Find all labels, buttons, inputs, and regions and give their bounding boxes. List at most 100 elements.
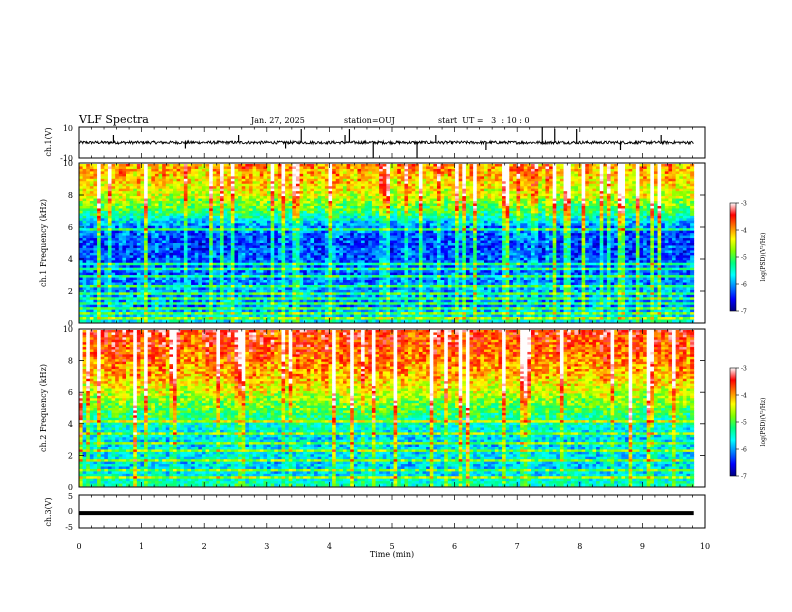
spec1-cell bbox=[220, 201, 224, 204]
spec1-cell bbox=[133, 290, 137, 293]
spec1-cell bbox=[329, 260, 333, 263]
spec1-cell bbox=[332, 189, 336, 192]
spec1-cell bbox=[140, 270, 144, 273]
spec1-cell bbox=[256, 208, 260, 211]
spec1-cell bbox=[187, 248, 191, 251]
spec1-cell bbox=[245, 171, 249, 174]
spec1-cell bbox=[133, 216, 137, 219]
spec1-cell bbox=[303, 320, 307, 323]
spec1-cell bbox=[104, 186, 108, 189]
spec1-cell bbox=[292, 171, 296, 174]
spec1-cell bbox=[206, 184, 210, 187]
spec1-cell bbox=[303, 211, 307, 214]
spec1-cell bbox=[303, 302, 307, 305]
spec1-cell bbox=[184, 241, 188, 244]
spec1-cell bbox=[339, 189, 343, 192]
spec1-cell bbox=[267, 302, 271, 305]
spec1-cell bbox=[151, 302, 155, 305]
spec1-cell bbox=[256, 317, 260, 320]
spec1-cell bbox=[97, 181, 101, 184]
spec1-cell bbox=[278, 307, 282, 310]
spec1-cell bbox=[216, 236, 220, 239]
spec1-cell bbox=[79, 204, 83, 207]
spec1-cell bbox=[187, 194, 191, 197]
spec1-cell bbox=[227, 194, 231, 197]
spec1-cell bbox=[260, 243, 264, 246]
spec1-cell bbox=[245, 317, 249, 320]
spec1-cell bbox=[173, 283, 177, 286]
spec1-cell bbox=[108, 263, 112, 266]
spec1-cell bbox=[115, 236, 119, 239]
spec1-cell bbox=[213, 171, 217, 174]
spec1-cell bbox=[314, 297, 318, 300]
spec1-cell bbox=[130, 218, 134, 221]
spec1-cell bbox=[314, 255, 318, 258]
spec1-cell bbox=[202, 268, 206, 271]
spec1-cell bbox=[122, 206, 126, 209]
spec1-cell bbox=[271, 241, 275, 244]
spec1-cell bbox=[209, 211, 213, 214]
spec1-cell bbox=[148, 248, 152, 251]
spec1-cell bbox=[180, 248, 184, 251]
spec1-cell bbox=[245, 302, 249, 305]
spec1-cell bbox=[285, 189, 289, 192]
spec1-cell bbox=[263, 268, 267, 271]
spec1-cell bbox=[242, 191, 246, 194]
spec1-cell bbox=[300, 275, 304, 278]
spec1-cell bbox=[115, 191, 119, 194]
spec1-cell bbox=[130, 164, 134, 167]
spec1-cell bbox=[267, 233, 271, 236]
spec1-cell bbox=[216, 253, 220, 256]
spec1-cell bbox=[300, 189, 304, 192]
spec1-cell bbox=[347, 312, 351, 315]
spec1-cell bbox=[90, 305, 94, 308]
spec1-cell bbox=[79, 166, 83, 169]
spec1-cell bbox=[220, 305, 224, 308]
spec1-cell bbox=[216, 295, 220, 298]
spec1-cell bbox=[242, 169, 246, 172]
spec1-cell bbox=[296, 302, 300, 305]
spec1-cell bbox=[101, 166, 105, 169]
spec1-cell bbox=[166, 285, 170, 288]
spec1-cell bbox=[318, 208, 322, 211]
spec1-cell bbox=[296, 176, 300, 179]
spec1-cell bbox=[177, 268, 181, 271]
spec1-cell bbox=[321, 194, 325, 197]
spec1-cell bbox=[166, 292, 170, 295]
spec1-cell bbox=[231, 292, 235, 295]
spec1-cell bbox=[227, 287, 231, 290]
spec1-cell bbox=[332, 250, 336, 253]
spec1-cell bbox=[83, 268, 87, 271]
spec1-cell bbox=[263, 245, 267, 248]
spec1-cell bbox=[336, 280, 340, 283]
spec1-cell bbox=[133, 179, 137, 182]
spec1-cell bbox=[300, 241, 304, 244]
spec1-cell bbox=[133, 245, 137, 248]
spec1-cell bbox=[101, 196, 105, 199]
spec1-cell bbox=[325, 189, 329, 192]
spec1-cell bbox=[329, 236, 333, 239]
spec1-cell bbox=[184, 184, 188, 187]
spec1-cell bbox=[115, 231, 119, 234]
spec1-cell bbox=[213, 320, 217, 323]
spec1-cell bbox=[151, 166, 155, 169]
spec1-cell bbox=[133, 184, 137, 187]
spec1-cell bbox=[122, 285, 126, 288]
spec1-cell bbox=[177, 255, 181, 258]
spec1-cell bbox=[79, 315, 83, 318]
spec1-cell bbox=[122, 174, 126, 177]
spec1-cell bbox=[173, 302, 177, 305]
spec1-cell bbox=[289, 248, 293, 251]
spec1-cell bbox=[318, 273, 322, 276]
spec1-cell bbox=[206, 171, 210, 174]
spec1-cell bbox=[140, 300, 144, 303]
spec1-cell bbox=[79, 292, 83, 295]
spec1-cell bbox=[137, 243, 141, 246]
spec1-cell bbox=[191, 206, 195, 209]
spec1-cell bbox=[307, 238, 311, 241]
spec1-cell bbox=[169, 223, 173, 226]
spec1-cell bbox=[260, 263, 264, 266]
spec1-cell bbox=[90, 295, 94, 298]
spec1-cell bbox=[180, 255, 184, 258]
spec1-cell bbox=[289, 305, 293, 308]
